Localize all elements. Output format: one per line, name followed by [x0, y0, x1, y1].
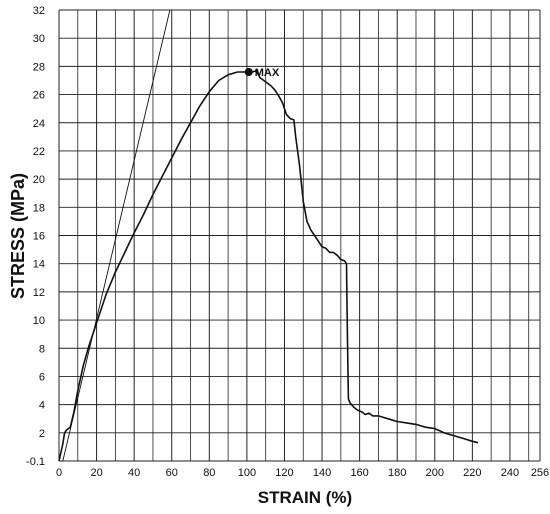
x-tick-label: 220 [463, 467, 481, 479]
y-tick-label: 12 [33, 287, 45, 299]
y-tick-label: 8 [39, 343, 45, 355]
max-point-marker [244, 68, 253, 77]
x-tick-label: 200 [426, 467, 444, 479]
y-tick-label: 2 [39, 428, 45, 440]
annotations: MAX [244, 67, 280, 79]
x-tick-label: 60 [166, 467, 178, 479]
y-tick-label: 20 [33, 174, 45, 186]
y-tick-label: -0.1 [26, 456, 45, 468]
y-tick-label: 22 [33, 146, 45, 158]
x-tick-label: 160 [350, 467, 368, 479]
y-axis-label: STRESS (MPa) [8, 173, 28, 299]
x-tick-label: 256 [531, 467, 549, 479]
x-tick-label: 100 [238, 467, 256, 479]
max-label: MAX [255, 67, 280, 79]
x-tick-label: 40 [128, 467, 140, 479]
y-tick-labels: 32 30 28 26 24 22 20 18 16 14 12 10 8 6 4 2 -0.1 [26, 5, 45, 468]
reference-line [62, 9, 171, 462]
y-tick-label: 32 [33, 5, 45, 17]
x-tick-label: 0 [56, 467, 62, 479]
x-tick-label: 140 [313, 467, 331, 479]
series-lines [58, 9, 479, 462]
x-tick-label: 120 [275, 467, 293, 479]
y-tick-label: 6 [39, 371, 45, 383]
y-tick-label: 14 [33, 259, 45, 271]
grid [58, 9, 541, 462]
y-tick-label: 16 [33, 231, 45, 243]
x-tick-label: 240 [501, 467, 519, 479]
x-tick-label: 20 [90, 467, 102, 479]
x-tick-label: 80 [203, 467, 215, 479]
y-tick-label: 4 [39, 400, 45, 412]
stress-strain-curve [58, 69, 479, 462]
x-tick-labels: 0 20 40 60 80 100 120 140 160 180 200 220 240 256 [56, 467, 549, 479]
x-tick-label: 180 [388, 467, 406, 479]
y-tick-label: 10 [33, 315, 45, 327]
y-tick-label: 30 [33, 33, 45, 45]
y-tick-label: 24 [33, 118, 45, 130]
y-tick-label: 18 [33, 202, 45, 214]
x-axis-label: STRAIN (%) [258, 488, 352, 507]
y-tick-label: 28 [33, 61, 45, 73]
y-tick-label: 26 [33, 90, 45, 102]
